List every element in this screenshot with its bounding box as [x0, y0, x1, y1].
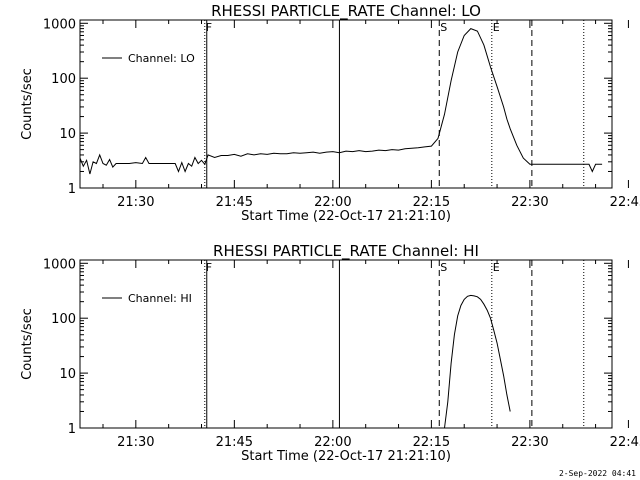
chart-panel-1: RHESSI PARTICLE_RATE Channel: LO 1 10 100 10… — [20, 2, 640, 224]
chart-title: RHESSI PARTICLE_RATE Channel: LO — [211, 2, 481, 21]
x-tick-label: 22:45 — [610, 435, 640, 450]
x-tick-label: 21:30 — [117, 435, 154, 450]
legend-label: Channel: LO — [128, 52, 195, 65]
chart-title: RHESSI PARTICLE_RATE Channel: HI — [213, 242, 479, 261]
series-line — [79, 28, 603, 175]
plot-frame — [79, 259, 613, 429]
y-tick-label: 10 — [59, 367, 76, 382]
legend-label: Channel: HI — [128, 292, 192, 305]
x-tick-label: 21:45 — [216, 195, 253, 210]
chart-panel-2: RHESSI PARTICLE_RATE Channel: HI 1 10 100 10… — [20, 242, 640, 464]
x-tick-label: 22:30 — [511, 435, 548, 450]
x-tick-label: 22:15 — [413, 435, 450, 450]
y-tick-label: 100 — [51, 312, 76, 327]
marker-label: F — [206, 261, 212, 274]
y-tick-label: 1 — [68, 422, 76, 437]
x-tick-label: 21:30 — [117, 195, 154, 210]
y-axis-label: Counts/sec — [20, 308, 35, 380]
x-tick-label: 22:15 — [413, 195, 450, 210]
y-tick-label: 1000 — [43, 257, 76, 272]
x-tick-label: 22:45 — [610, 195, 640, 210]
marker-label: F — [206, 21, 212, 34]
marker-label: E — [493, 21, 500, 34]
y-axis-label: Counts/sec — [20, 68, 35, 140]
timestamp: 2-Sep-2022 04:41 — [558, 469, 636, 478]
x-tick-label: 21:45 — [216, 435, 253, 450]
plot-frame — [79, 19, 613, 189]
series-line — [444, 294, 511, 429]
x-axis-label: Start Time (22-Oct-17 21:21:10) — [241, 209, 451, 224]
y-tick-label: 100 — [51, 72, 76, 87]
x-axis-label: Start Time (22-Oct-17 21:21:10) — [241, 449, 451, 464]
marker-label: S — [440, 261, 447, 274]
x-tick-label: 22:00 — [314, 195, 351, 210]
marker-label: E — [493, 261, 500, 274]
y-tick-label: 1 — [68, 182, 76, 197]
y-tick-label: 10 — [59, 127, 76, 142]
x-tick-label: 22:30 — [511, 195, 548, 210]
x-tick-label: 22:00 — [314, 435, 351, 450]
y-tick-label: 1000 — [43, 17, 76, 32]
marker-label: S — [440, 21, 447, 34]
